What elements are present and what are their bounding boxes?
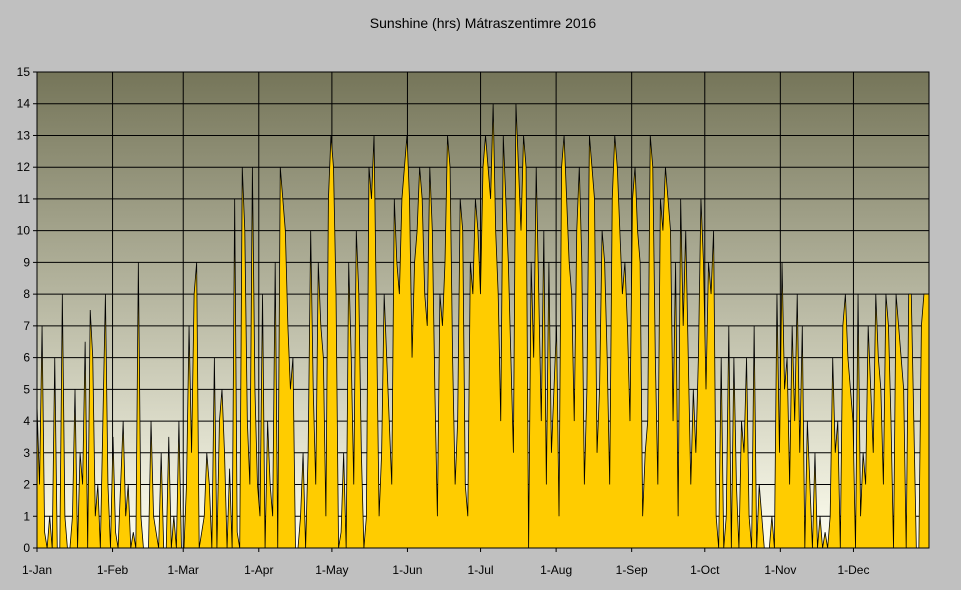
y-tick-label: 0 — [23, 541, 30, 555]
x-tick-label: 1-Nov — [764, 563, 796, 577]
y-tick-label: 10 — [17, 224, 31, 238]
data-area — [36, 71, 930, 549]
chart-title: Sunshine (hrs) Mátraszentimre 2016 — [370, 15, 597, 31]
y-tick-label: 14 — [17, 97, 31, 111]
x-tick-label: 1-Jan — [22, 563, 52, 577]
y-tick-label: 5 — [23, 382, 30, 396]
x-tick-label: 1-Sep — [616, 563, 648, 577]
y-tick-label: 13 — [17, 128, 31, 142]
y-tick-label: 12 — [17, 160, 31, 174]
x-tick-label: 1-Aug — [540, 563, 572, 577]
x-tick-label: 1-May — [315, 563, 348, 577]
y-tick-label: 11 — [18, 192, 31, 206]
x-tick-label: 1-Mar — [168, 563, 199, 577]
x-tick-label: 1-Jun — [392, 563, 422, 577]
y-tick-label: 4 — [23, 414, 30, 428]
x-tick-label: 1-Oct — [690, 563, 720, 577]
y-tick-label: 7 — [23, 319, 30, 333]
y-tick-label: 3 — [23, 446, 30, 460]
y-tick-label: 1 — [23, 509, 30, 523]
y-tick-label: 9 — [23, 255, 30, 269]
x-axis: 1-Jan 1-Feb 1-Mar 1-Apr 1-May 1-Jun 1-Jul 1-Aug… — [22, 548, 869, 577]
y-tick-label: 6 — [23, 351, 30, 365]
plot-border — [36, 71, 930, 549]
y-tick-label: 2 — [23, 478, 30, 492]
x-tick-label: 1-Apr — [244, 563, 273, 577]
x-tick-label: 1-Feb — [97, 563, 129, 577]
x-tick-label: 1-Dec — [837, 563, 869, 577]
y-tick-label: 15 — [17, 65, 31, 79]
x-tick-label: 1-Jul — [468, 563, 494, 577]
y-tick-label: 8 — [23, 287, 30, 301]
sunshine-area-series — [36, 103, 930, 549]
